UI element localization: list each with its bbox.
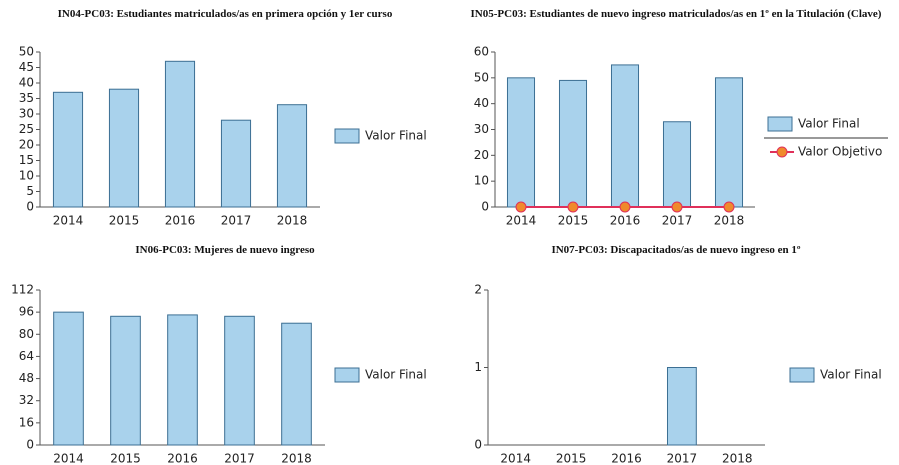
y-tick-label: 0 (474, 438, 482, 452)
y-tick-label: 2 (474, 283, 482, 297)
x-tick-label: 2014 (53, 452, 84, 465)
legend-swatch (767, 116, 793, 132)
bar (276, 104, 308, 208)
chart-title: IN04-PC03: Estudiantes matriculados/as e… (57, 8, 393, 20)
bar (52, 91, 84, 208)
y-tick-label: 15 (19, 153, 34, 167)
x-tick-label: 2018 (722, 452, 753, 465)
legend-marker (776, 146, 788, 158)
x-tick-label: 2014 (53, 214, 84, 228)
x-tick-label: 2018 (281, 452, 312, 465)
bar (714, 77, 744, 208)
bar (662, 121, 692, 208)
y-tick-label: 50 (474, 70, 489, 84)
x-tick-label: 2017 (667, 452, 698, 465)
x-tick-label: 2016 (611, 452, 642, 465)
x-tick-label: 2017 (221, 214, 252, 228)
bar (224, 315, 255, 446)
legend-label: Valor Final (365, 129, 427, 143)
y-tick-label: 64 (19, 349, 34, 363)
y-tick-label: 50 (19, 45, 34, 59)
chart-title: IN07-PC03: Discapacitados/as de nuevo in… (551, 244, 801, 256)
bar (110, 315, 141, 446)
y-tick-label: 0 (26, 200, 34, 214)
y-tick-label: 25 (19, 122, 34, 136)
legend-swatch (334, 367, 360, 383)
x-tick-label: 2018 (714, 214, 745, 228)
x-tick-label: 2015 (110, 452, 141, 465)
y-tick-label: 35 (19, 91, 34, 105)
x-tick-label: 2016 (165, 214, 196, 228)
y-tick-label: 60 (474, 45, 489, 59)
y-tick-label: 30 (474, 122, 489, 136)
bar (281, 322, 312, 446)
x-tick-label: 2014 (506, 214, 537, 228)
bar (610, 64, 640, 208)
x-tick-label: 2016 (167, 452, 198, 465)
y-tick-label: 10 (474, 174, 489, 188)
y-tick-label: 5 (26, 184, 34, 198)
bar (666, 367, 697, 446)
target-point (567, 201, 579, 213)
y-tick-label: 40 (474, 96, 489, 110)
y-tick-label: 30 (19, 107, 34, 121)
x-tick-label: 2015 (109, 214, 140, 228)
y-tick-label: 96 (19, 305, 34, 319)
bar (558, 79, 588, 208)
y-tick-label: 40 (19, 76, 34, 90)
target-point (671, 201, 683, 213)
target-point (619, 201, 631, 213)
y-tick-label: 0 (26, 438, 34, 452)
target-point (515, 201, 527, 213)
legend-label: Valor Objetivo (798, 145, 882, 159)
bar (108, 88, 140, 208)
y-tick-label: 1 (474, 360, 482, 374)
legend-swatch (334, 128, 360, 144)
bar (53, 311, 84, 446)
x-tick-label: 2014 (500, 452, 531, 465)
y-tick-label: 48 (19, 371, 34, 385)
x-tick-label: 2017 (224, 452, 255, 465)
x-tick-label: 2018 (277, 214, 308, 228)
x-tick-label: 2016 (610, 214, 641, 228)
y-tick-label: 20 (474, 148, 489, 162)
y-tick-label: 32 (19, 393, 34, 407)
y-tick-label: 0 (481, 200, 489, 214)
legend-label: Valor Final (820, 368, 882, 382)
bar (506, 77, 536, 208)
target-point (723, 201, 735, 213)
bar (220, 119, 252, 208)
y-tick-label: 45 (19, 60, 34, 74)
chart-title: IN05-PC03: Estudiantes de nuevo ingreso … (470, 8, 882, 20)
x-tick-label: 2015 (558, 214, 589, 228)
x-tick-label: 2017 (662, 214, 693, 228)
y-tick-label: 20 (19, 138, 34, 152)
y-tick-label: 10 (19, 169, 34, 183)
y-tick-label: 80 (19, 327, 34, 341)
y-tick-label: 16 (19, 415, 34, 429)
legend-label: Valor Final (365, 368, 427, 382)
x-tick-label: 2015 (556, 452, 587, 465)
legend-label: Valor Final (798, 117, 860, 131)
bar (167, 314, 198, 446)
bar (164, 60, 196, 208)
legend-swatch (789, 367, 815, 383)
y-tick-label: 112 (11, 283, 34, 297)
chart-title: IN06-PC03: Mujeres de nuevo ingreso (135, 244, 315, 256)
